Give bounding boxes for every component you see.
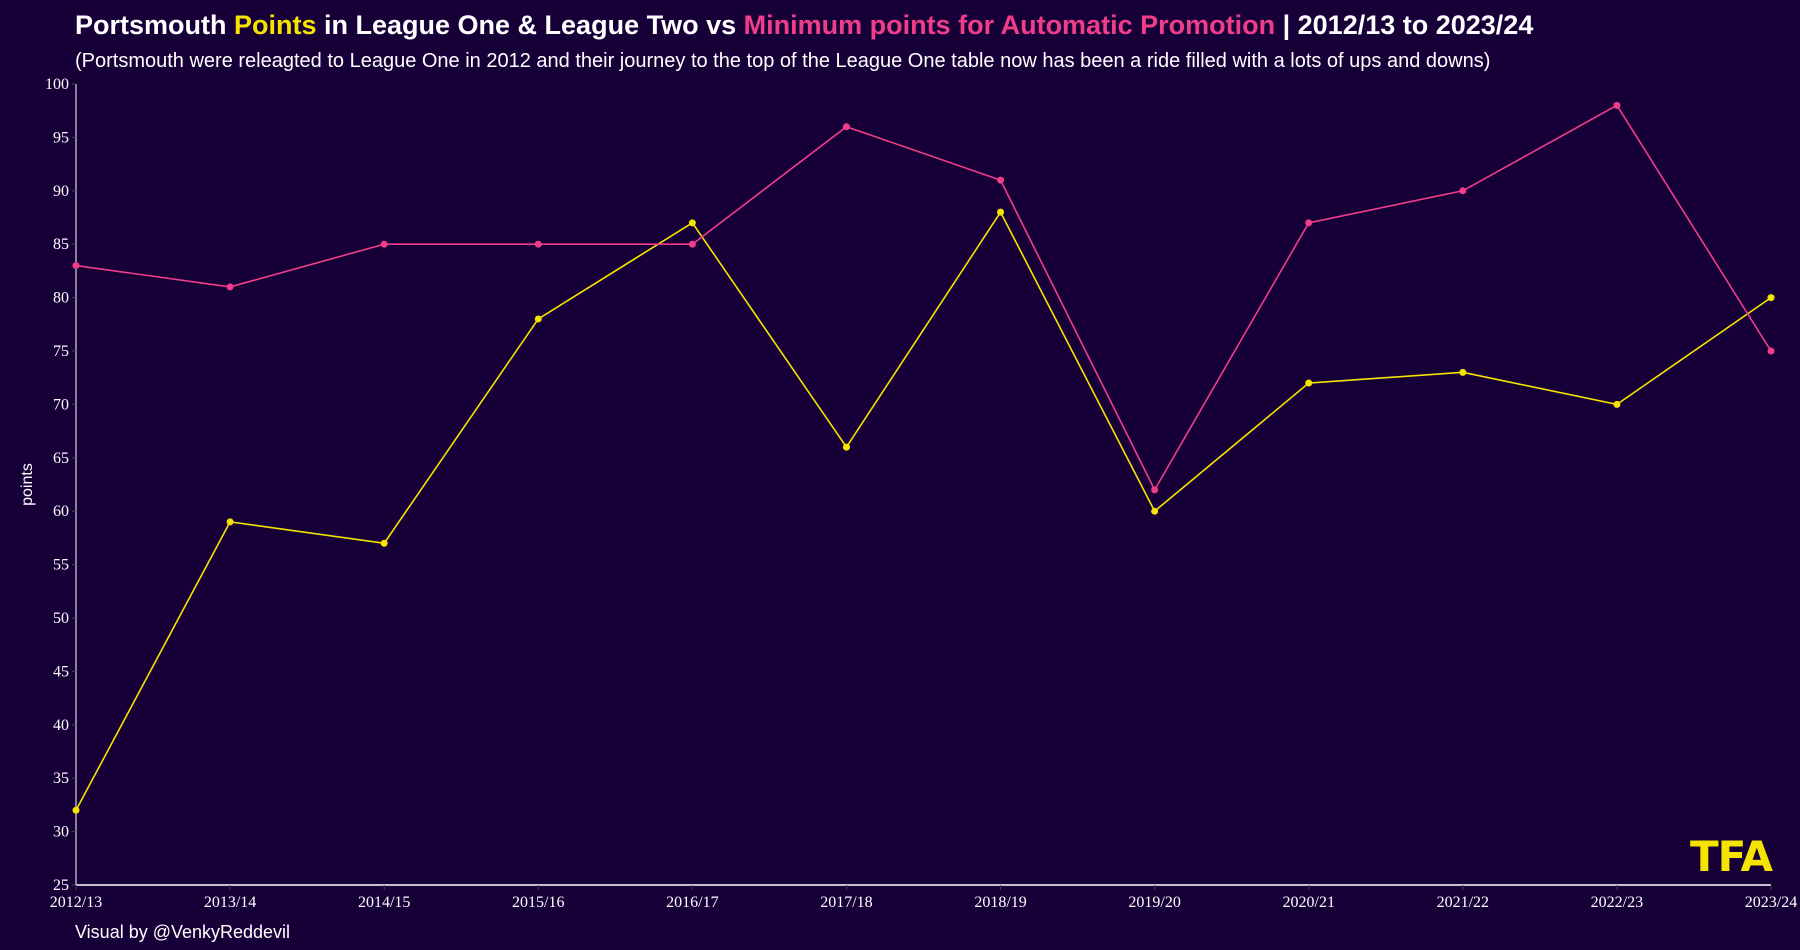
x-tick-label: 2012/13	[50, 894, 102, 911]
y-tick-label: 95	[53, 129, 69, 146]
x-tick-label: 2013/14	[204, 894, 256, 911]
points-data-point	[72, 806, 80, 814]
y-tick-label: 100	[45, 76, 69, 93]
x-tick-label: 2022/23	[1591, 894, 1643, 911]
x-tick-label: 2020/21	[1283, 894, 1335, 911]
promotion-data-point	[1767, 347, 1775, 355]
y-tick-label: 35	[53, 770, 69, 787]
y-tick-label: 65	[53, 450, 69, 467]
promotion-data-point	[688, 240, 696, 248]
title-points: Points	[234, 10, 317, 40]
y-tick-label: 70	[53, 396, 69, 413]
points-series-line	[75, 210, 1772, 811]
y-axis-label: points	[19, 463, 36, 506]
promotion-data-point	[72, 262, 80, 270]
y-tick-label: 40	[53, 717, 69, 734]
points-data-point	[1767, 294, 1775, 302]
x-tick-label: 2015/16	[512, 894, 564, 911]
points-data-point	[1305, 379, 1313, 387]
y-tick-label: 60	[53, 503, 69, 520]
points-data-point	[1613, 400, 1621, 408]
promotion-data-point	[1459, 187, 1467, 195]
chart-title: Portsmouth Points in League One & League…	[75, 10, 1533, 41]
promotion-data-point	[842, 123, 850, 131]
points-data-point	[1459, 368, 1467, 376]
x-tick-label: 2018/19	[974, 894, 1026, 911]
y-tick-label: 75	[53, 343, 69, 360]
promotion-data-point	[1305, 219, 1313, 227]
promotion-series-line	[75, 104, 1772, 492]
y-tick-label: 30	[53, 824, 69, 841]
caption: Visual by @VenkyReddevil	[75, 922, 291, 942]
y-tick-label: 90	[53, 183, 69, 200]
title-promotion: Minimum points for Automatic Promotion	[743, 10, 1276, 40]
y-tick-label: 25	[53, 877, 69, 894]
promotion-data-point	[226, 283, 234, 291]
title-text: Portsmouth	[75, 10, 234, 40]
points-data-point	[1151, 507, 1159, 515]
points-data-point	[226, 518, 234, 526]
x-tick-label: 2014/15	[358, 894, 410, 911]
y-tick-label: 80	[53, 290, 69, 307]
x-tick-label: 2017/18	[820, 894, 872, 911]
points-data-point	[688, 219, 696, 227]
promotion-data-point	[1613, 101, 1621, 109]
promotion-data-point	[1151, 486, 1159, 494]
y-tick-label: 50	[53, 610, 69, 627]
points-data-point	[380, 539, 388, 547]
points-data-point	[534, 315, 542, 323]
promotion-data-point	[380, 240, 388, 248]
points-data-point	[842, 443, 850, 451]
y-tick-label: 55	[53, 557, 69, 574]
y-tick-label: 45	[53, 663, 69, 680]
tfa-logo: TFA	[1690, 832, 1773, 881]
x-tick-label: 2023/24	[1745, 894, 1797, 911]
promotion-data-point	[997, 176, 1005, 184]
promotion-data-point	[534, 240, 542, 248]
title-text: | 2012/13 to 2023/24	[1275, 10, 1534, 40]
x-tick-label: 2016/17	[666, 894, 718, 911]
title-text: in League One & League Two vs	[316, 10, 744, 40]
y-tick-label: 85	[53, 236, 69, 253]
chart-subtitle: (Portsmouth were releagted to League One…	[75, 50, 1491, 72]
x-tick-label: 2019/20	[1128, 894, 1180, 911]
points-data-point	[997, 208, 1005, 216]
x-tick-label: 2021/22	[1437, 894, 1489, 911]
